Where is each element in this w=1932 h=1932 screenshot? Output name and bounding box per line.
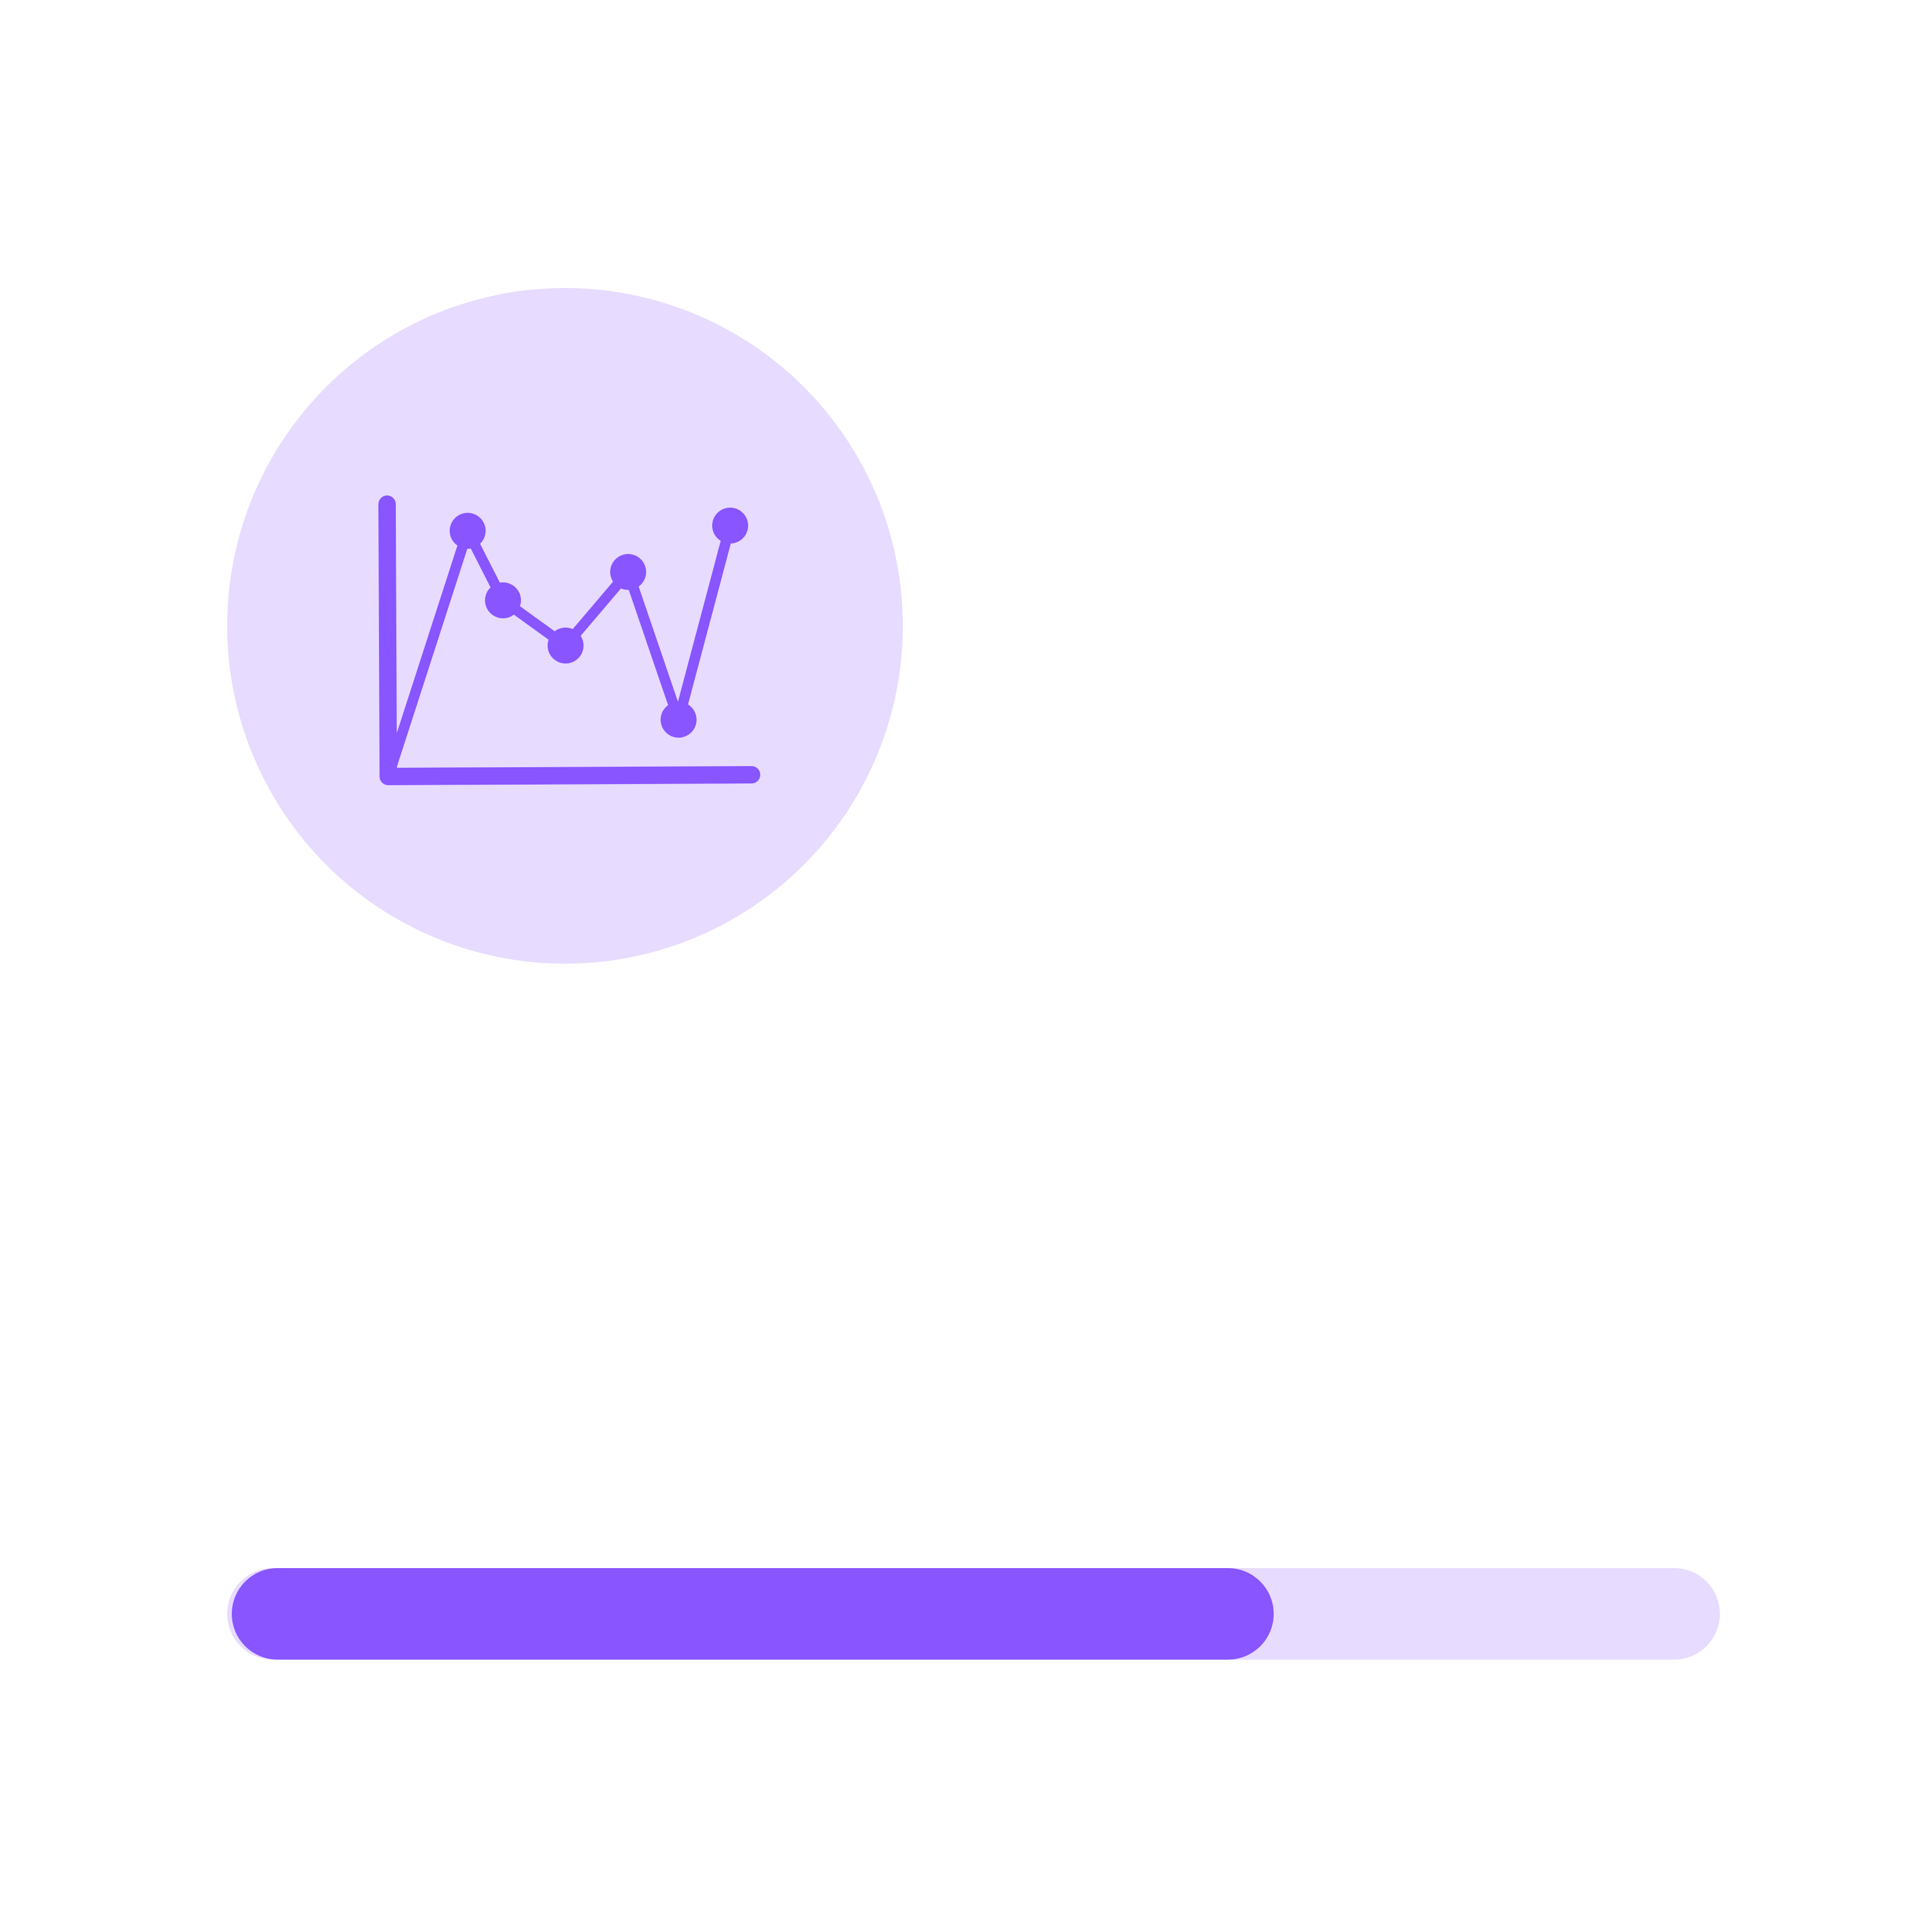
- progress-fill: [232, 1568, 1274, 1660]
- chart-point-5: [661, 702, 697, 738]
- chart-point-1: [450, 513, 486, 549]
- chart-point-6: [712, 508, 748, 544]
- chart-point-2: [485, 582, 521, 618]
- line-chart-icon: [378, 495, 760, 785]
- chart-icon-badge: [227, 288, 903, 964]
- progress-bar: [227, 1568, 1720, 1660]
- chart-point-4: [610, 554, 646, 590]
- chart-point-3: [548, 628, 584, 664]
